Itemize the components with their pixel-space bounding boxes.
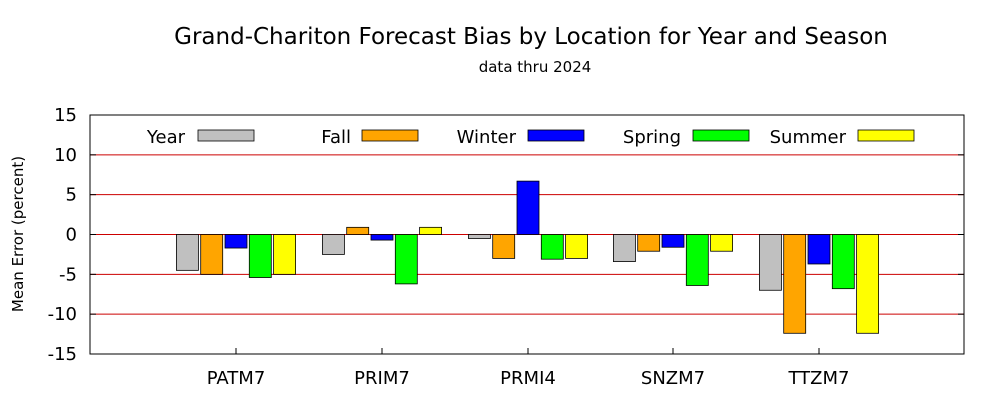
legend-label-winter: Winter xyxy=(457,127,517,148)
bar-spring-snzm7 xyxy=(685,234,709,286)
bar-winter-prmi4 xyxy=(516,180,540,235)
legend-label-year: Year xyxy=(146,127,186,148)
bar-winter-ttzm7 xyxy=(807,234,831,265)
bar-winter-prim7 xyxy=(370,234,394,241)
y-tick-label: 0 xyxy=(66,225,77,246)
legend-swatch-summer xyxy=(857,129,915,142)
bar-summer-ttzm7 xyxy=(856,234,879,334)
x-tick-label: PRIM7 xyxy=(354,368,410,389)
bar-summer-patm7 xyxy=(273,234,297,275)
y-tick-label: -15 xyxy=(48,344,77,365)
legend-label-fall: Fall xyxy=(321,127,351,148)
bar-spring-prmi4 xyxy=(540,234,564,260)
bar-winter-patm7 xyxy=(224,234,248,249)
bar-year-ttzm7 xyxy=(759,234,782,291)
chart-title: Grand-Chariton Forecast Bias by Location… xyxy=(174,24,888,50)
bar-fall-prmi4 xyxy=(492,234,516,259)
bar-fall-prim7 xyxy=(346,226,370,235)
bar-summer-prmi4 xyxy=(565,234,588,259)
y-axis-label: Mean Error (percent) xyxy=(9,156,27,312)
bar-spring-prim7 xyxy=(394,234,418,285)
y-tick-label: 15 xyxy=(54,105,77,126)
legend-swatch-winter xyxy=(527,129,585,142)
bars xyxy=(175,180,879,334)
bar-fall-ttzm7 xyxy=(783,234,807,334)
bar-year-prim7 xyxy=(321,234,345,255)
bar-summer-prim7 xyxy=(419,226,443,235)
legend-swatch-spring xyxy=(692,129,750,142)
y-tick-label: 5 xyxy=(66,185,77,206)
x-tick-label: SNZM7 xyxy=(641,368,705,389)
chart-subtitle: data thru 2024 xyxy=(479,58,592,76)
y-tick-label: -5 xyxy=(59,264,77,285)
bar-year-prmi4 xyxy=(467,234,491,239)
x-tick-label: PATM7 xyxy=(207,368,266,389)
x-ticks: PATM7 PRIM7 PRMI4 SNZM7 TTZM7 xyxy=(207,348,850,389)
legend-swatch-year xyxy=(197,129,255,142)
y-tick-label: -10 xyxy=(48,304,77,325)
bar-year-snzm7 xyxy=(613,234,636,262)
bar-winter-snzm7 xyxy=(661,234,685,248)
bar-fall-snzm7 xyxy=(637,234,661,252)
bar-spring-ttzm7 xyxy=(831,234,855,290)
x-tick-label: TTZM7 xyxy=(788,368,850,389)
legend-label-spring: Spring xyxy=(623,127,681,148)
bar-year-patm7 xyxy=(175,234,199,271)
bar-summer-snzm7 xyxy=(710,234,733,252)
y-ticks: 15 10 5 0 -5 -10 -15 xyxy=(48,105,964,365)
bar-fall-patm7 xyxy=(200,234,224,275)
bar-spring-patm7 xyxy=(248,234,272,278)
y-tick-label: 10 xyxy=(54,145,77,166)
legend-label-summer: Summer xyxy=(770,127,847,148)
x-tick-label: PRMI4 xyxy=(500,368,556,389)
legend: Year Fall Winter Spring Summer xyxy=(146,127,915,148)
legend-swatch-fall xyxy=(361,129,419,142)
